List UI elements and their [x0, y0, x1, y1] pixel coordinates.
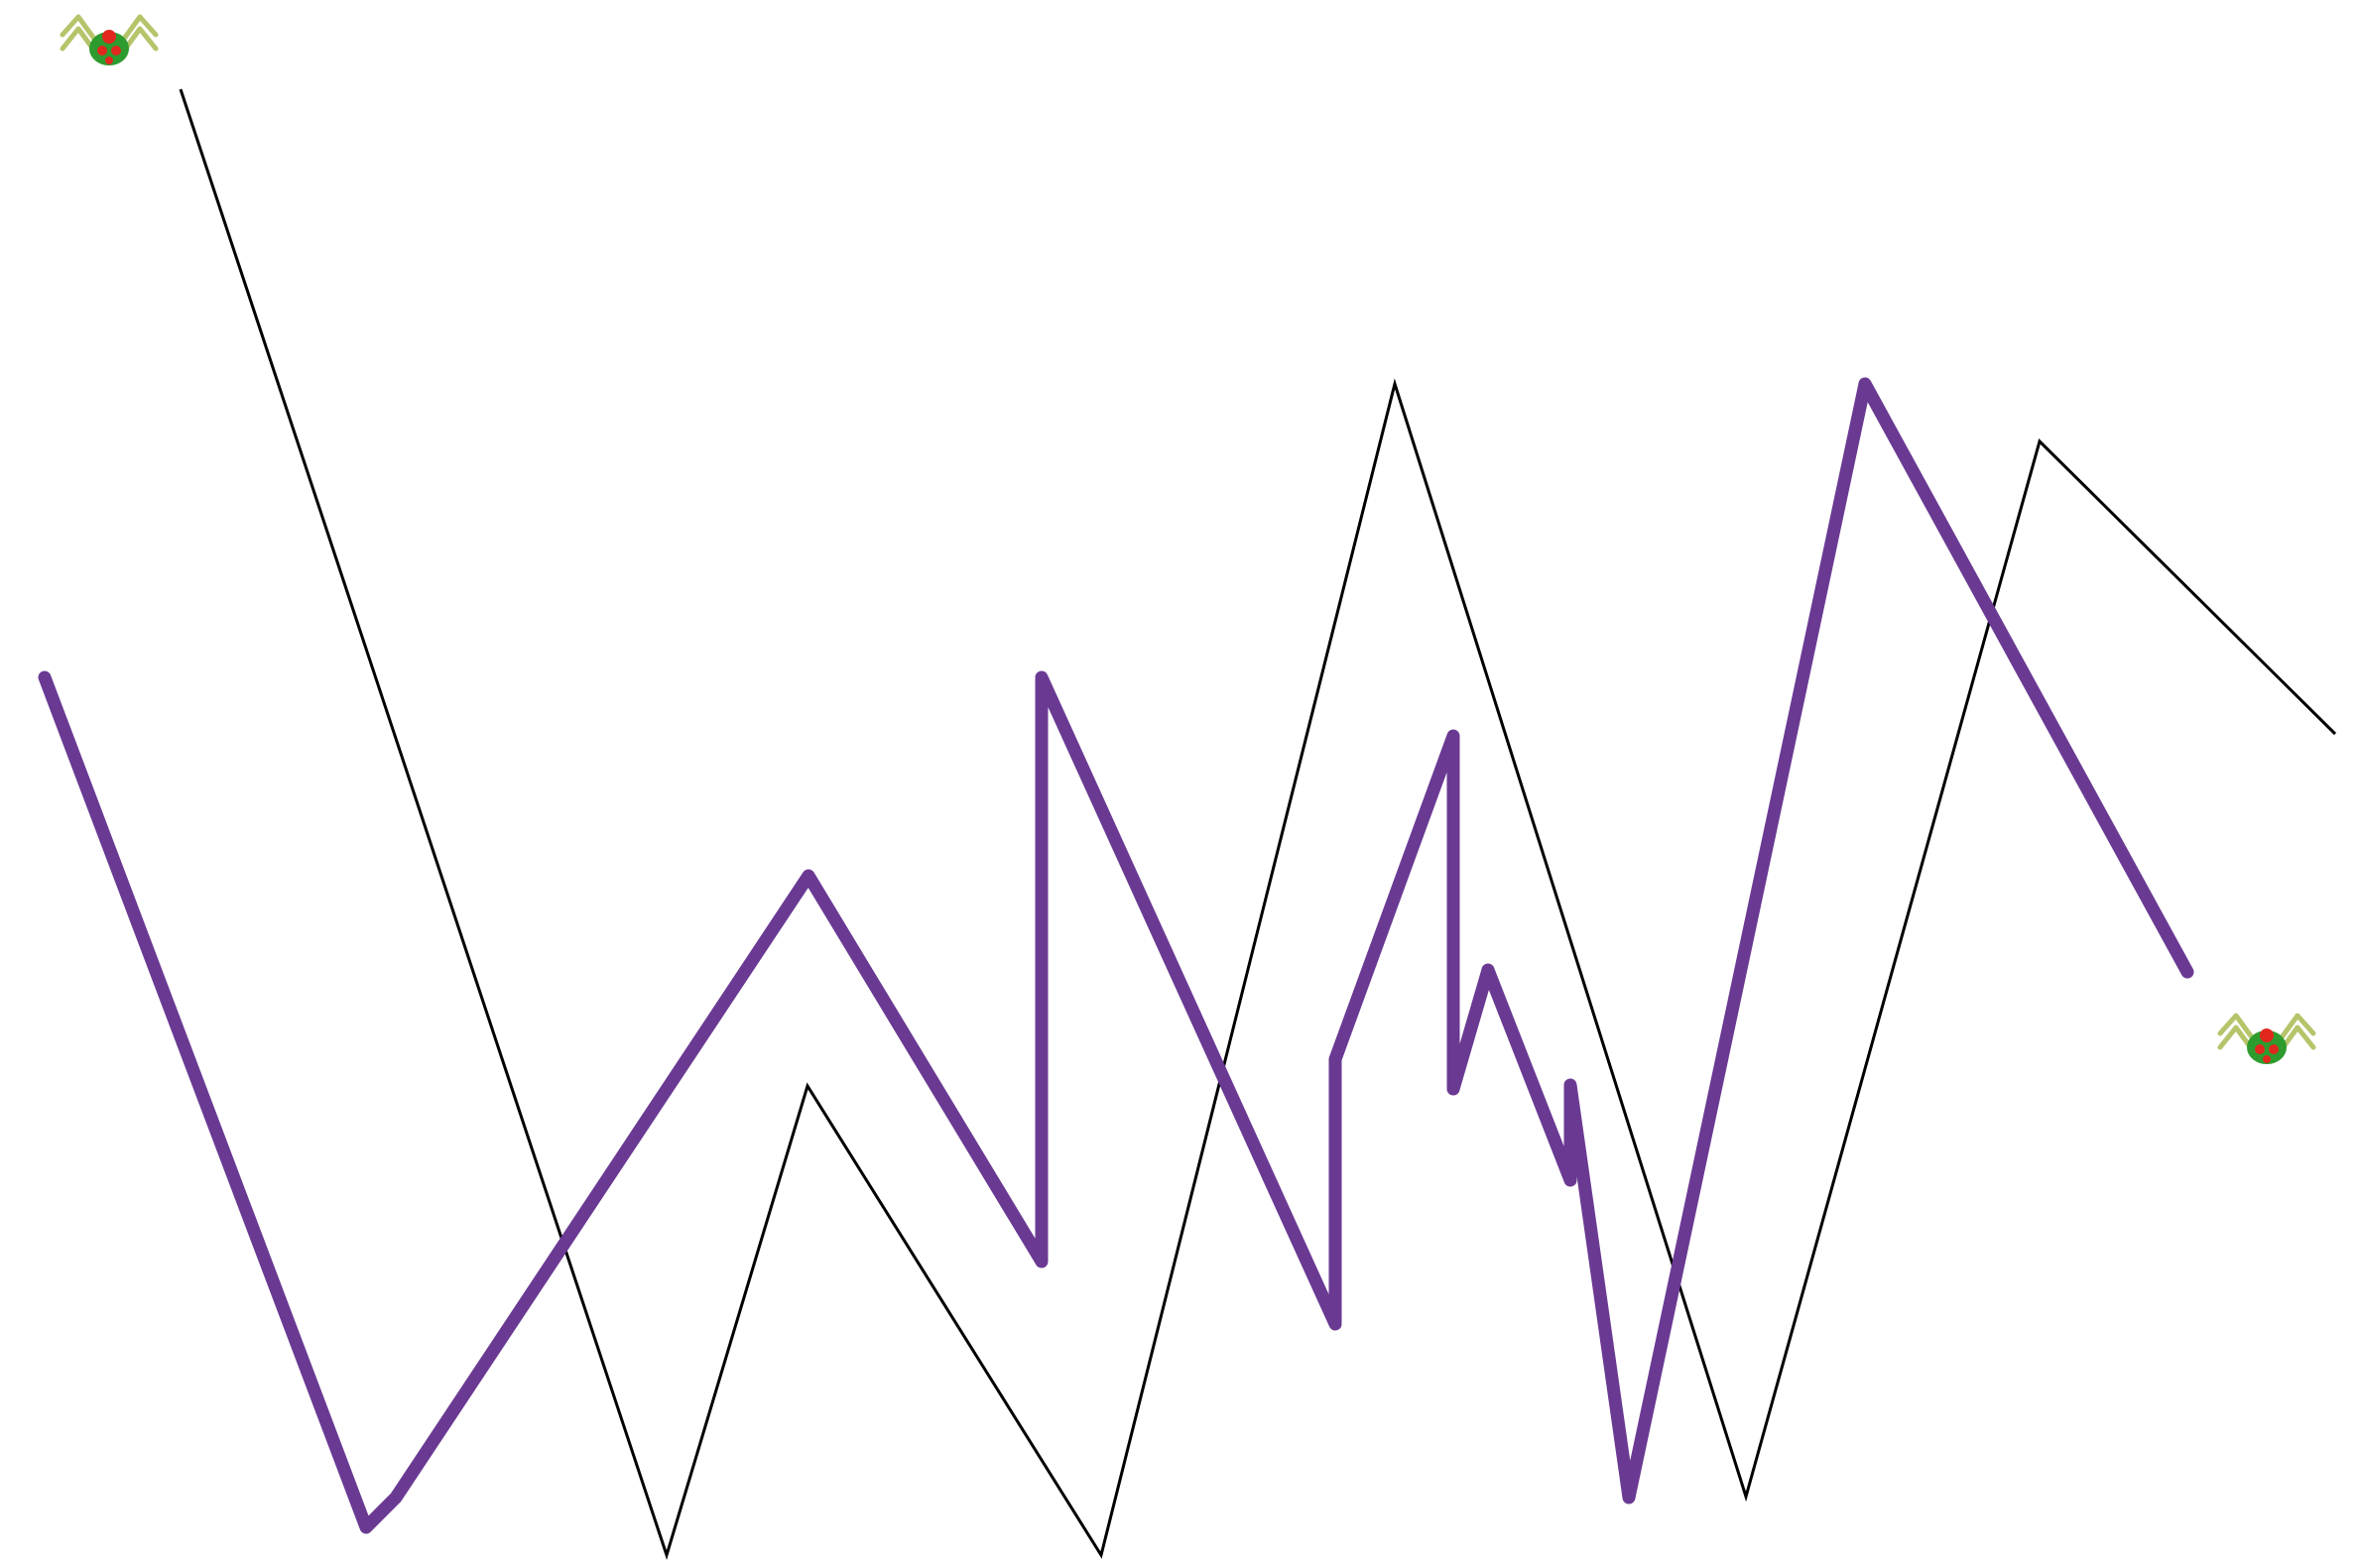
spider-icon — [2217, 1013, 2316, 1064]
spider-icon — [60, 14, 159, 65]
thick-purple-path — [38, 377, 2194, 1534]
spider-sprite-bottom — [2217, 1013, 2316, 1064]
spider-sprite-top — [60, 14, 159, 65]
